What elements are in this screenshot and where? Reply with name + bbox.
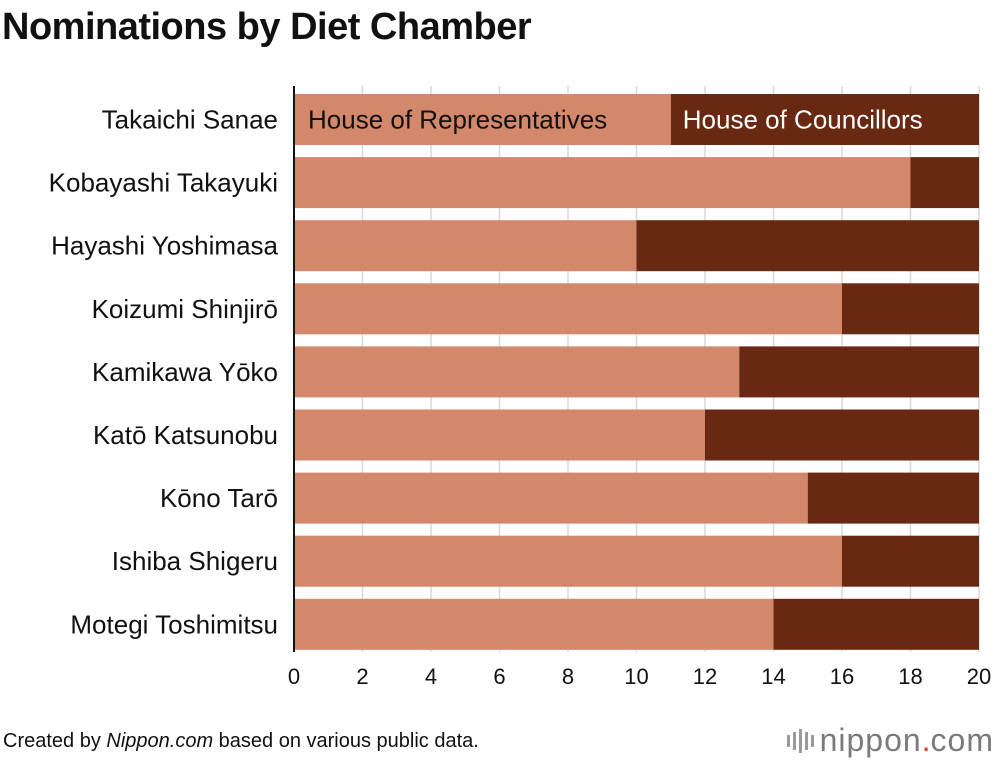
category-label: Motegi Toshimitsu <box>70 609 278 639</box>
bar-councillors <box>670 94 979 145</box>
category-label: Ishiba Shigeru <box>112 546 278 576</box>
x-tick-label: 12 <box>693 664 717 689</box>
series-labels: House of Representatives House of Council… <box>308 105 923 135</box>
x-tick-label: 0 <box>288 664 300 689</box>
category-label: Hayashi Yoshimasa <box>51 231 278 261</box>
logo-bars-icon <box>786 728 814 753</box>
category-label: Katō Katsunobu <box>93 420 278 450</box>
logo-name: nippon <box>819 722 922 758</box>
bar-councillors <box>705 409 979 461</box>
x-tick-label: 20 <box>967 664 991 689</box>
chart-title: Nominations by Diet Chamber <box>2 6 532 48</box>
bar-representatives <box>294 598 774 650</box>
bar-representatives <box>294 472 808 524</box>
x-tick-labels: 0 2 4 6 8 10 12 14 16 18 20 <box>288 664 991 689</box>
bar-councillors <box>842 535 979 587</box>
x-tick-label: 2 <box>356 664 368 689</box>
legend-councillors: House of Councillors <box>683 105 923 135</box>
logo-tld: com <box>930 722 994 758</box>
x-tick-label: 18 <box>898 664 922 689</box>
source-prefix: Created by <box>3 730 107 752</box>
bar-councillors <box>910 157 979 209</box>
bar-councillors <box>636 220 979 272</box>
source-note: Created by Nippon.com based on various p… <box>3 730 479 753</box>
bar-representatives <box>294 94 671 145</box>
bars <box>294 94 979 650</box>
nippon-logo: nippon. com <box>786 722 994 759</box>
bar-councillors <box>773 598 979 650</box>
category-label: Takaichi Sanae <box>102 105 278 135</box>
category-label: Kōno Tarō <box>160 483 278 513</box>
bar-representatives <box>294 283 842 335</box>
source-suffix: based on various public data. <box>213 730 479 752</box>
x-tick-label: 14 <box>761 664 785 689</box>
x-tick-label: 6 <box>493 664 505 689</box>
bar-representatives <box>294 535 842 587</box>
x-tick-label: 16 <box>830 664 854 689</box>
category-label: Kamikawa Yōko <box>92 357 278 387</box>
x-tick-label: 8 <box>562 664 574 689</box>
bar-councillors <box>739 346 979 398</box>
x-tick-label: 4 <box>425 664 437 689</box>
category-labels: Takaichi Sanae Kobayashi Takayuki Hayashi … <box>49 105 279 640</box>
bar-councillors <box>842 283 979 335</box>
bar-representatives <box>294 346 740 398</box>
x-tick-label: 10 <box>624 664 648 689</box>
category-label: Kobayashi Takayuki <box>49 168 278 198</box>
bar-representatives <box>294 220 637 272</box>
bar-representatives <box>294 157 911 209</box>
category-label: Koizumi Shinjirō <box>92 294 278 324</box>
bar-representatives <box>294 409 705 461</box>
legend-representatives: House of Representatives <box>308 105 607 135</box>
bar-councillors <box>807 472 979 524</box>
source-site: Nippon.com <box>106 730 214 752</box>
logo-dot: . <box>921 722 931 758</box>
